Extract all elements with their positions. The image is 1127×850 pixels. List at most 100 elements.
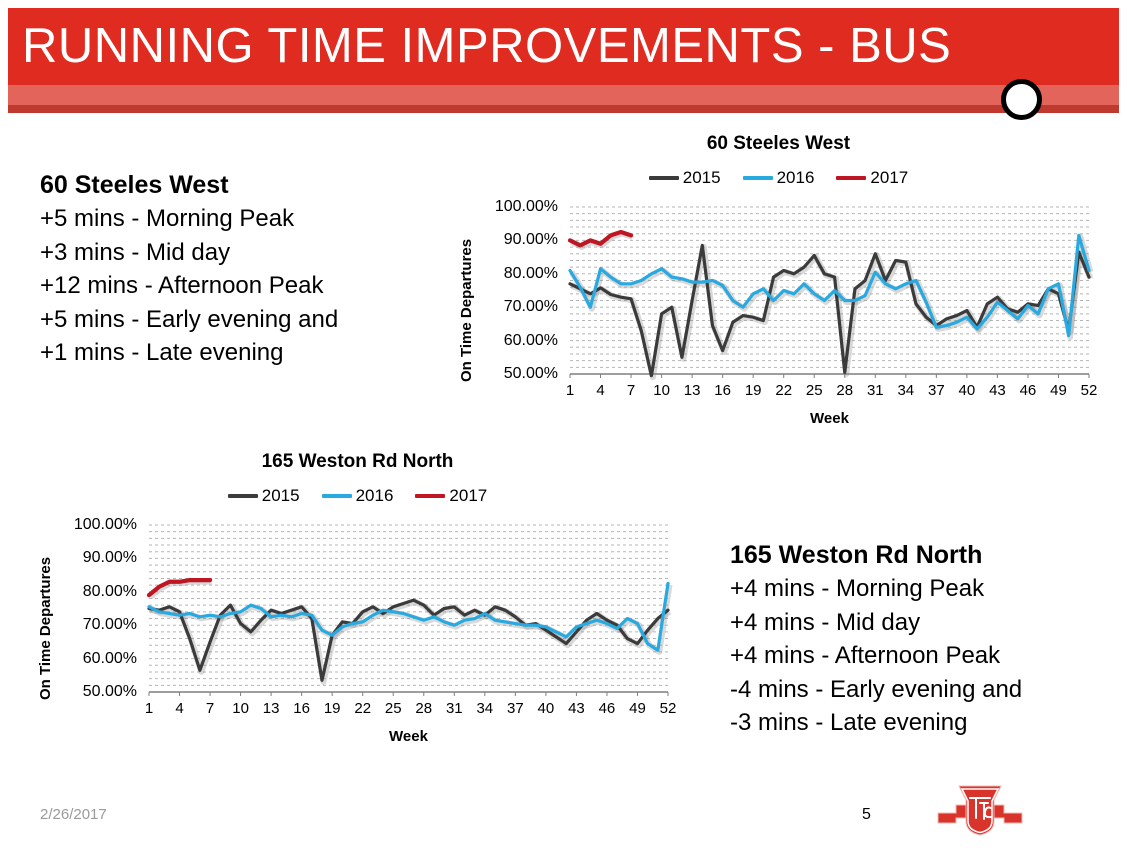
x-tick-label: 10	[653, 382, 670, 399]
x-tick-label: 31	[866, 382, 884, 399]
x-tick-label: 34	[897, 382, 915, 399]
footer-page-number: 5	[862, 806, 871, 823]
legend-item-2017: 2017	[836, 168, 908, 188]
info-steeles-line-2: +3 mins - Mid day	[40, 238, 231, 266]
x-tick-label: 13	[683, 382, 701, 399]
legend-swatch-2017	[836, 176, 867, 180]
ttc-logo	[933, 782, 1027, 838]
info-steeles-line-3: +12 mins - Afternoon Peak	[40, 272, 324, 299]
chart-weston-plot-area: 50.00% 60.00% 70.00% 80.00% 90.00% 100.00% On …	[25, 507, 690, 745]
x-tick-label: 19	[323, 700, 341, 717]
x-tick-label: 4	[596, 382, 605, 399]
plot-svg	[567, 206, 1094, 381]
chart-weston-title: 165 Weston Rd North	[261, 451, 454, 472]
x-tick-label: 52	[659, 700, 677, 717]
circle-bullet-icon	[1001, 79, 1042, 120]
chart-weston-legend: 2015 2016 2017	[25, 485, 690, 507]
y-tick-label: 60.00%	[503, 331, 558, 349]
series-line-2017	[146, 578, 213, 598]
x-tick-label: 25	[805, 382, 823, 399]
y-axis-label: On Time Departures	[37, 556, 54, 700]
x-tick-label: 43	[989, 382, 1006, 399]
x-tick-label: 46	[1019, 382, 1037, 399]
x-tick-label: 16	[714, 382, 731, 399]
x-tick-label: 22	[775, 382, 793, 399]
x-axis-label: Week	[389, 728, 428, 745]
header-band-dark	[8, 105, 1119, 113]
x-tick-label: 1	[565, 382, 575, 399]
info-weston-title: 165 Weston Rd North	[730, 541, 983, 569]
plot-svg	[146, 524, 673, 696]
series-line-2016	[568, 233, 1091, 338]
info-weston-line-3: +4 mins - Afternoon Peak	[730, 642, 1001, 669]
info-weston-line-1: +4 mins - Morning Peak	[730, 575, 985, 602]
legend-label-2015: 2015	[682, 168, 721, 187]
x-tick-label: 1	[144, 700, 154, 717]
legend-label-2017: 2017	[870, 168, 909, 187]
x-tick-label: 10	[232, 700, 249, 717]
x-tick-label: 37	[928, 382, 945, 399]
x-tick-label: 7	[626, 382, 636, 399]
legend-swatch-2016	[321, 494, 352, 498]
legend-label-2015: 2015	[261, 486, 300, 505]
chart-weston-rd-north: 165 Weston Rd North 2015 2016 2017 50.00…	[25, 450, 690, 775]
info-steeles-line-4: +5 mins - Early evening and	[40, 305, 339, 333]
chart-steeles-plot-area: 50.00% 60.00% 70.00% 80.00% 90.00% 100.00% On …	[446, 189, 1111, 427]
series-line-2016	[147, 581, 670, 652]
legend-item-2017: 2017	[415, 486, 487, 506]
chart-steeles-legend: 2015 2016 2017	[446, 167, 1111, 189]
y-tick-label: 100.00%	[494, 198, 558, 215]
info-steeles-line-1: +5 mins - Morning Peak	[40, 205, 295, 232]
x-tick-label: 28	[836, 382, 854, 399]
page-title: RUNNING TIME IMPROVEMENTS - BUS	[22, 19, 952, 73]
y-tick-label: 50.00%	[503, 365, 558, 382]
y-tick-label: 80.00%	[503, 264, 558, 282]
legend-label-2016: 2016	[776, 168, 815, 187]
x-tick-label: 4	[175, 700, 184, 717]
y-tick-label: 100.00%	[73, 516, 137, 533]
chart-steeles-title: 60 Steeles West	[706, 133, 851, 154]
legend-swatch-2015	[227, 494, 258, 498]
x-tick-label: 31	[445, 700, 463, 717]
x-axis-label: Week	[810, 410, 849, 427]
info-steeles-title: 60 Steeles West	[40, 171, 229, 199]
x-tick-label: 52	[1080, 382, 1098, 399]
legend-swatch-2016	[742, 176, 773, 180]
x-tick-label: 25	[384, 700, 402, 717]
info-block-steeles: 60 Steeles West +5 mins - Morning Peak +…	[40, 168, 338, 370]
chart-steeles-axis-area	[446, 399, 1111, 457]
series-line-2015	[568, 243, 1091, 378]
x-tick-label: 40	[537, 700, 555, 717]
x-tick-label: 28	[415, 700, 433, 717]
info-weston-line-5: -3 mins - Late evening	[730, 709, 968, 736]
legend-item-2016: 2016	[321, 486, 394, 506]
y-tick-label: 80.00%	[82, 582, 137, 600]
x-tick-label: 37	[507, 700, 524, 717]
chart-weston-axis-area	[25, 717, 690, 775]
legend-label-2016: 2016	[355, 486, 394, 505]
legend-item-2015: 2015	[648, 168, 721, 188]
y-tick-label: 90.00%	[503, 231, 558, 249]
info-block-weston: 165 Weston Rd North +4 mins - Morning Pe…	[730, 538, 1022, 740]
y-axis-label: On Time Departures	[458, 238, 475, 382]
x-tick-label: 16	[293, 700, 310, 717]
y-tick-label: 70.00%	[503, 298, 558, 316]
x-tick-label: 13	[262, 700, 280, 717]
legend-item-2015: 2015	[227, 486, 300, 506]
x-tick-label: 46	[598, 700, 616, 717]
header-band	[8, 8, 1119, 85]
info-weston-line-4: -4 mins - Early evening and	[730, 675, 1023, 703]
footer-date: 2/26/2017	[40, 806, 107, 823]
y-tick-label: 50.00%	[82, 683, 137, 700]
y-tick-label: 60.00%	[82, 649, 137, 667]
info-weston-line-2: +4 mins - Mid day	[730, 608, 921, 636]
y-tick-label: 70.00%	[82, 616, 137, 634]
series-line-2017	[567, 229, 634, 248]
x-tick-label: 43	[568, 700, 585, 717]
legend-swatch-2017	[415, 494, 446, 498]
legend-swatch-2015	[648, 176, 679, 180]
legend-item-2016: 2016	[742, 168, 815, 188]
x-tick-label: 49	[629, 700, 646, 717]
series-shadow-2017	[148, 578, 212, 599]
